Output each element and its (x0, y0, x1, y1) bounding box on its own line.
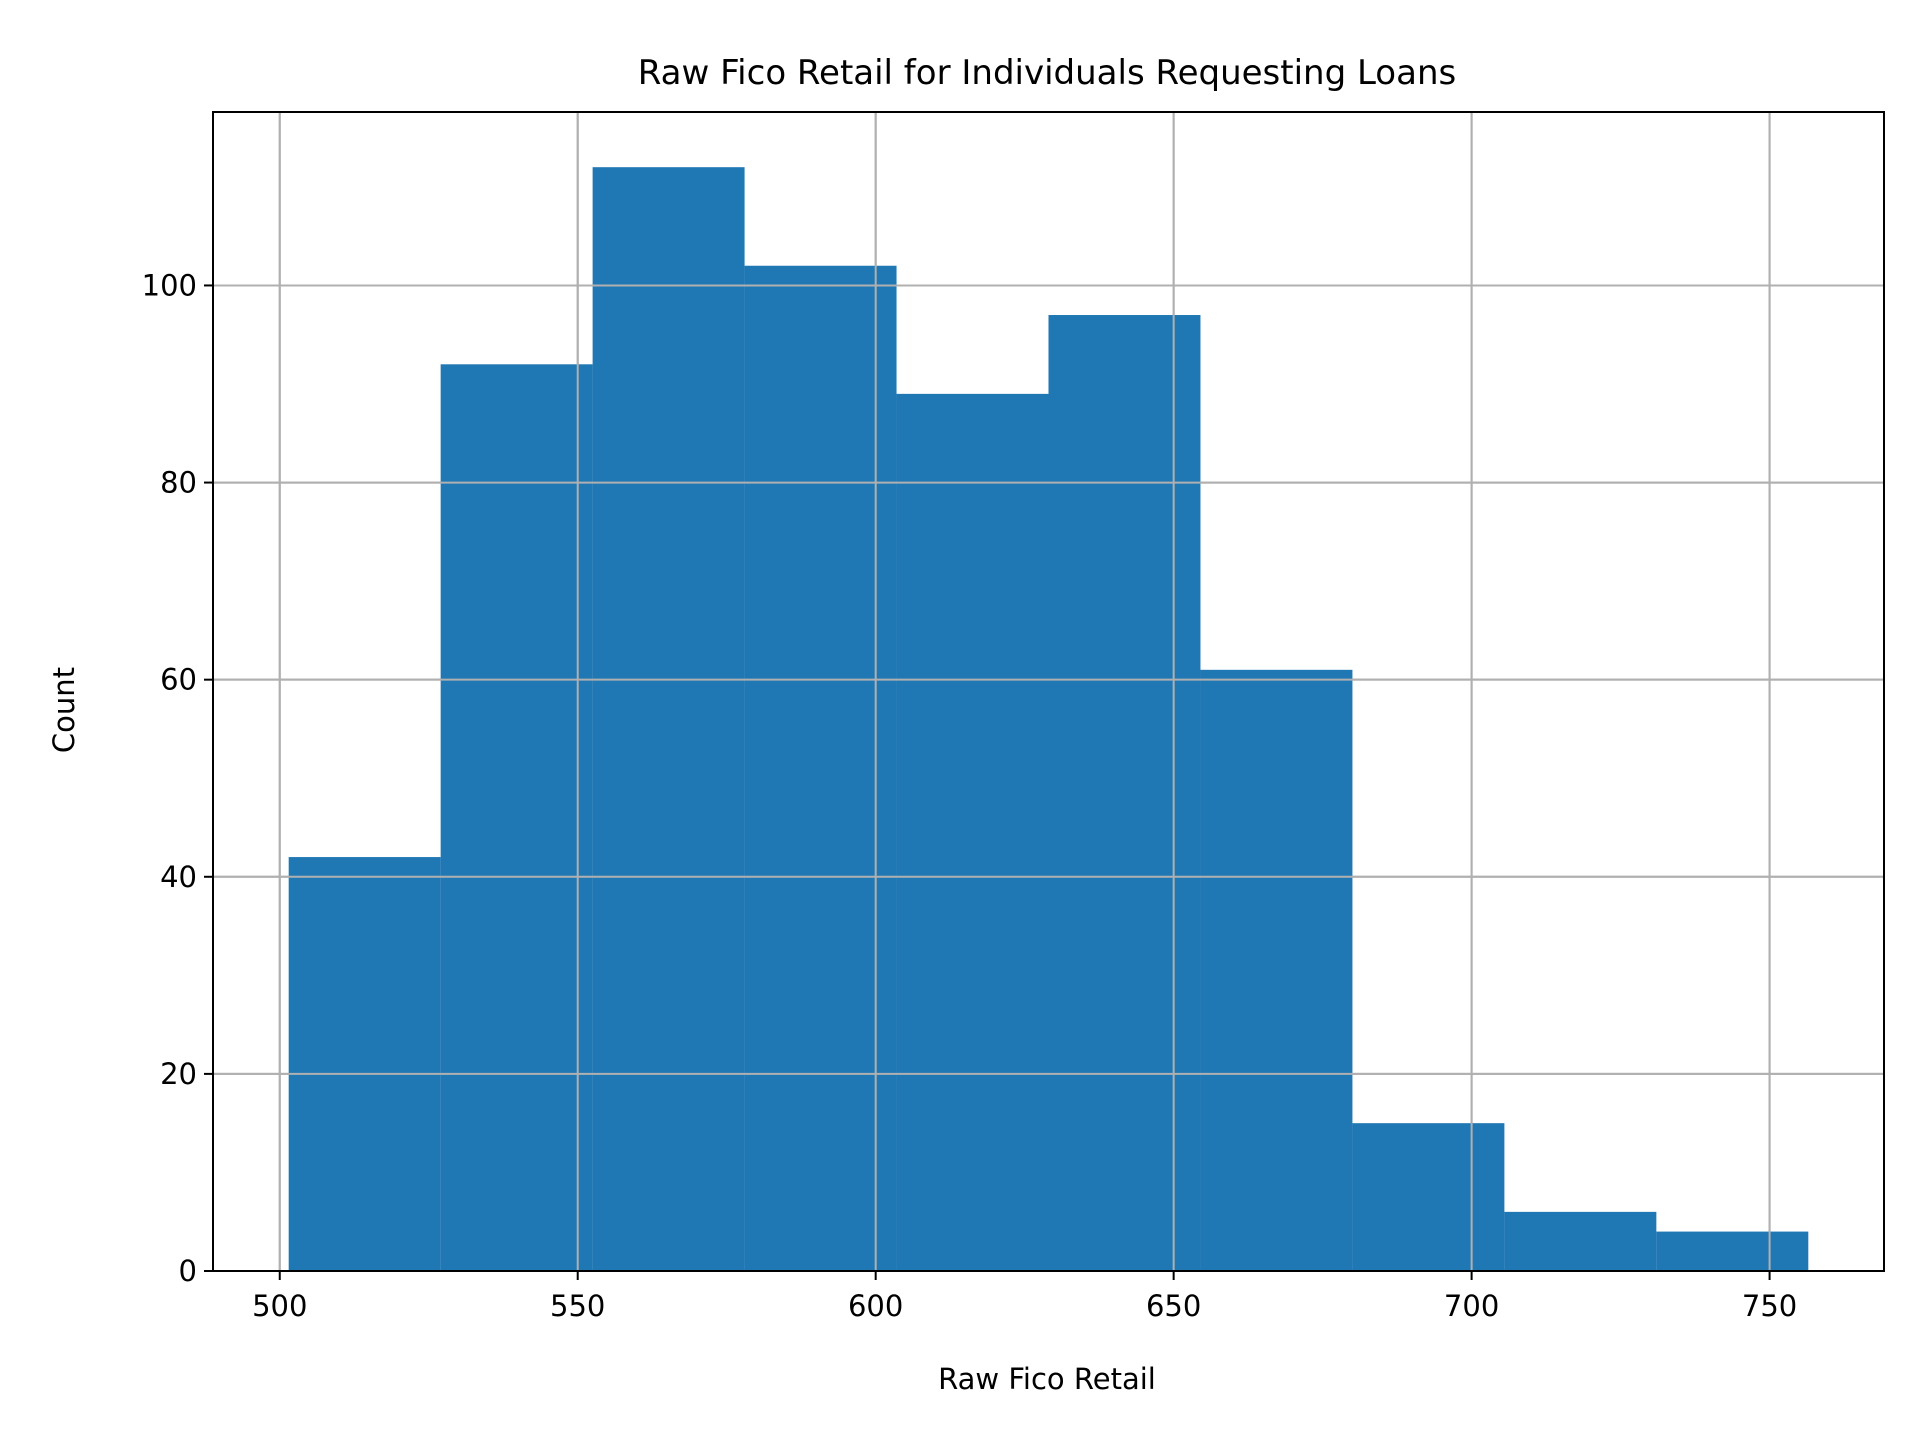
histogram-bar (1504, 1211, 1657, 1271)
histogram-bar (1656, 1231, 1809, 1271)
plot-frame (212, 111, 1885, 1272)
x-tick-label: 500 (252, 1289, 307, 1323)
histogram-bar (896, 393, 1049, 1272)
y-tick-label: 20 (160, 1057, 197, 1091)
x-tick-label: 700 (1444, 1289, 1499, 1323)
histogram-bar (1048, 315, 1201, 1271)
histogram-bar (744, 265, 897, 1272)
x-axis-ticks: 500 550 600 650 700 750 (252, 1271, 1797, 1323)
x-tick-label: 550 (550, 1289, 605, 1323)
y-tick-label: 0 (179, 1254, 197, 1288)
histogram-bar (592, 167, 745, 1272)
y-tick-label: 40 (160, 860, 197, 894)
histogram-bar (1200, 669, 1353, 1271)
histogram-bar (288, 857, 441, 1271)
y-tick-label: 80 (160, 466, 197, 500)
x-tick-label: 600 (848, 1289, 903, 1323)
x-tick-label: 650 (1146, 1289, 1201, 1323)
x-axis-label: Raw Fico Retail (938, 1362, 1156, 1396)
y-tick-label: 100 (142, 268, 197, 302)
chart-title: Raw Fico Retail for Individuals Requesti… (638, 53, 1456, 93)
y-axis-ticks: 0 20 40 60 80 100 (142, 268, 213, 1288)
y-tick-label: 60 (160, 663, 197, 697)
bars (288, 167, 1809, 1272)
histogram-bar (1352, 1123, 1505, 1271)
x-tick-label: 750 (1742, 1289, 1797, 1323)
y-axis-label: Count (47, 667, 81, 753)
histogram-bar (440, 364, 593, 1271)
